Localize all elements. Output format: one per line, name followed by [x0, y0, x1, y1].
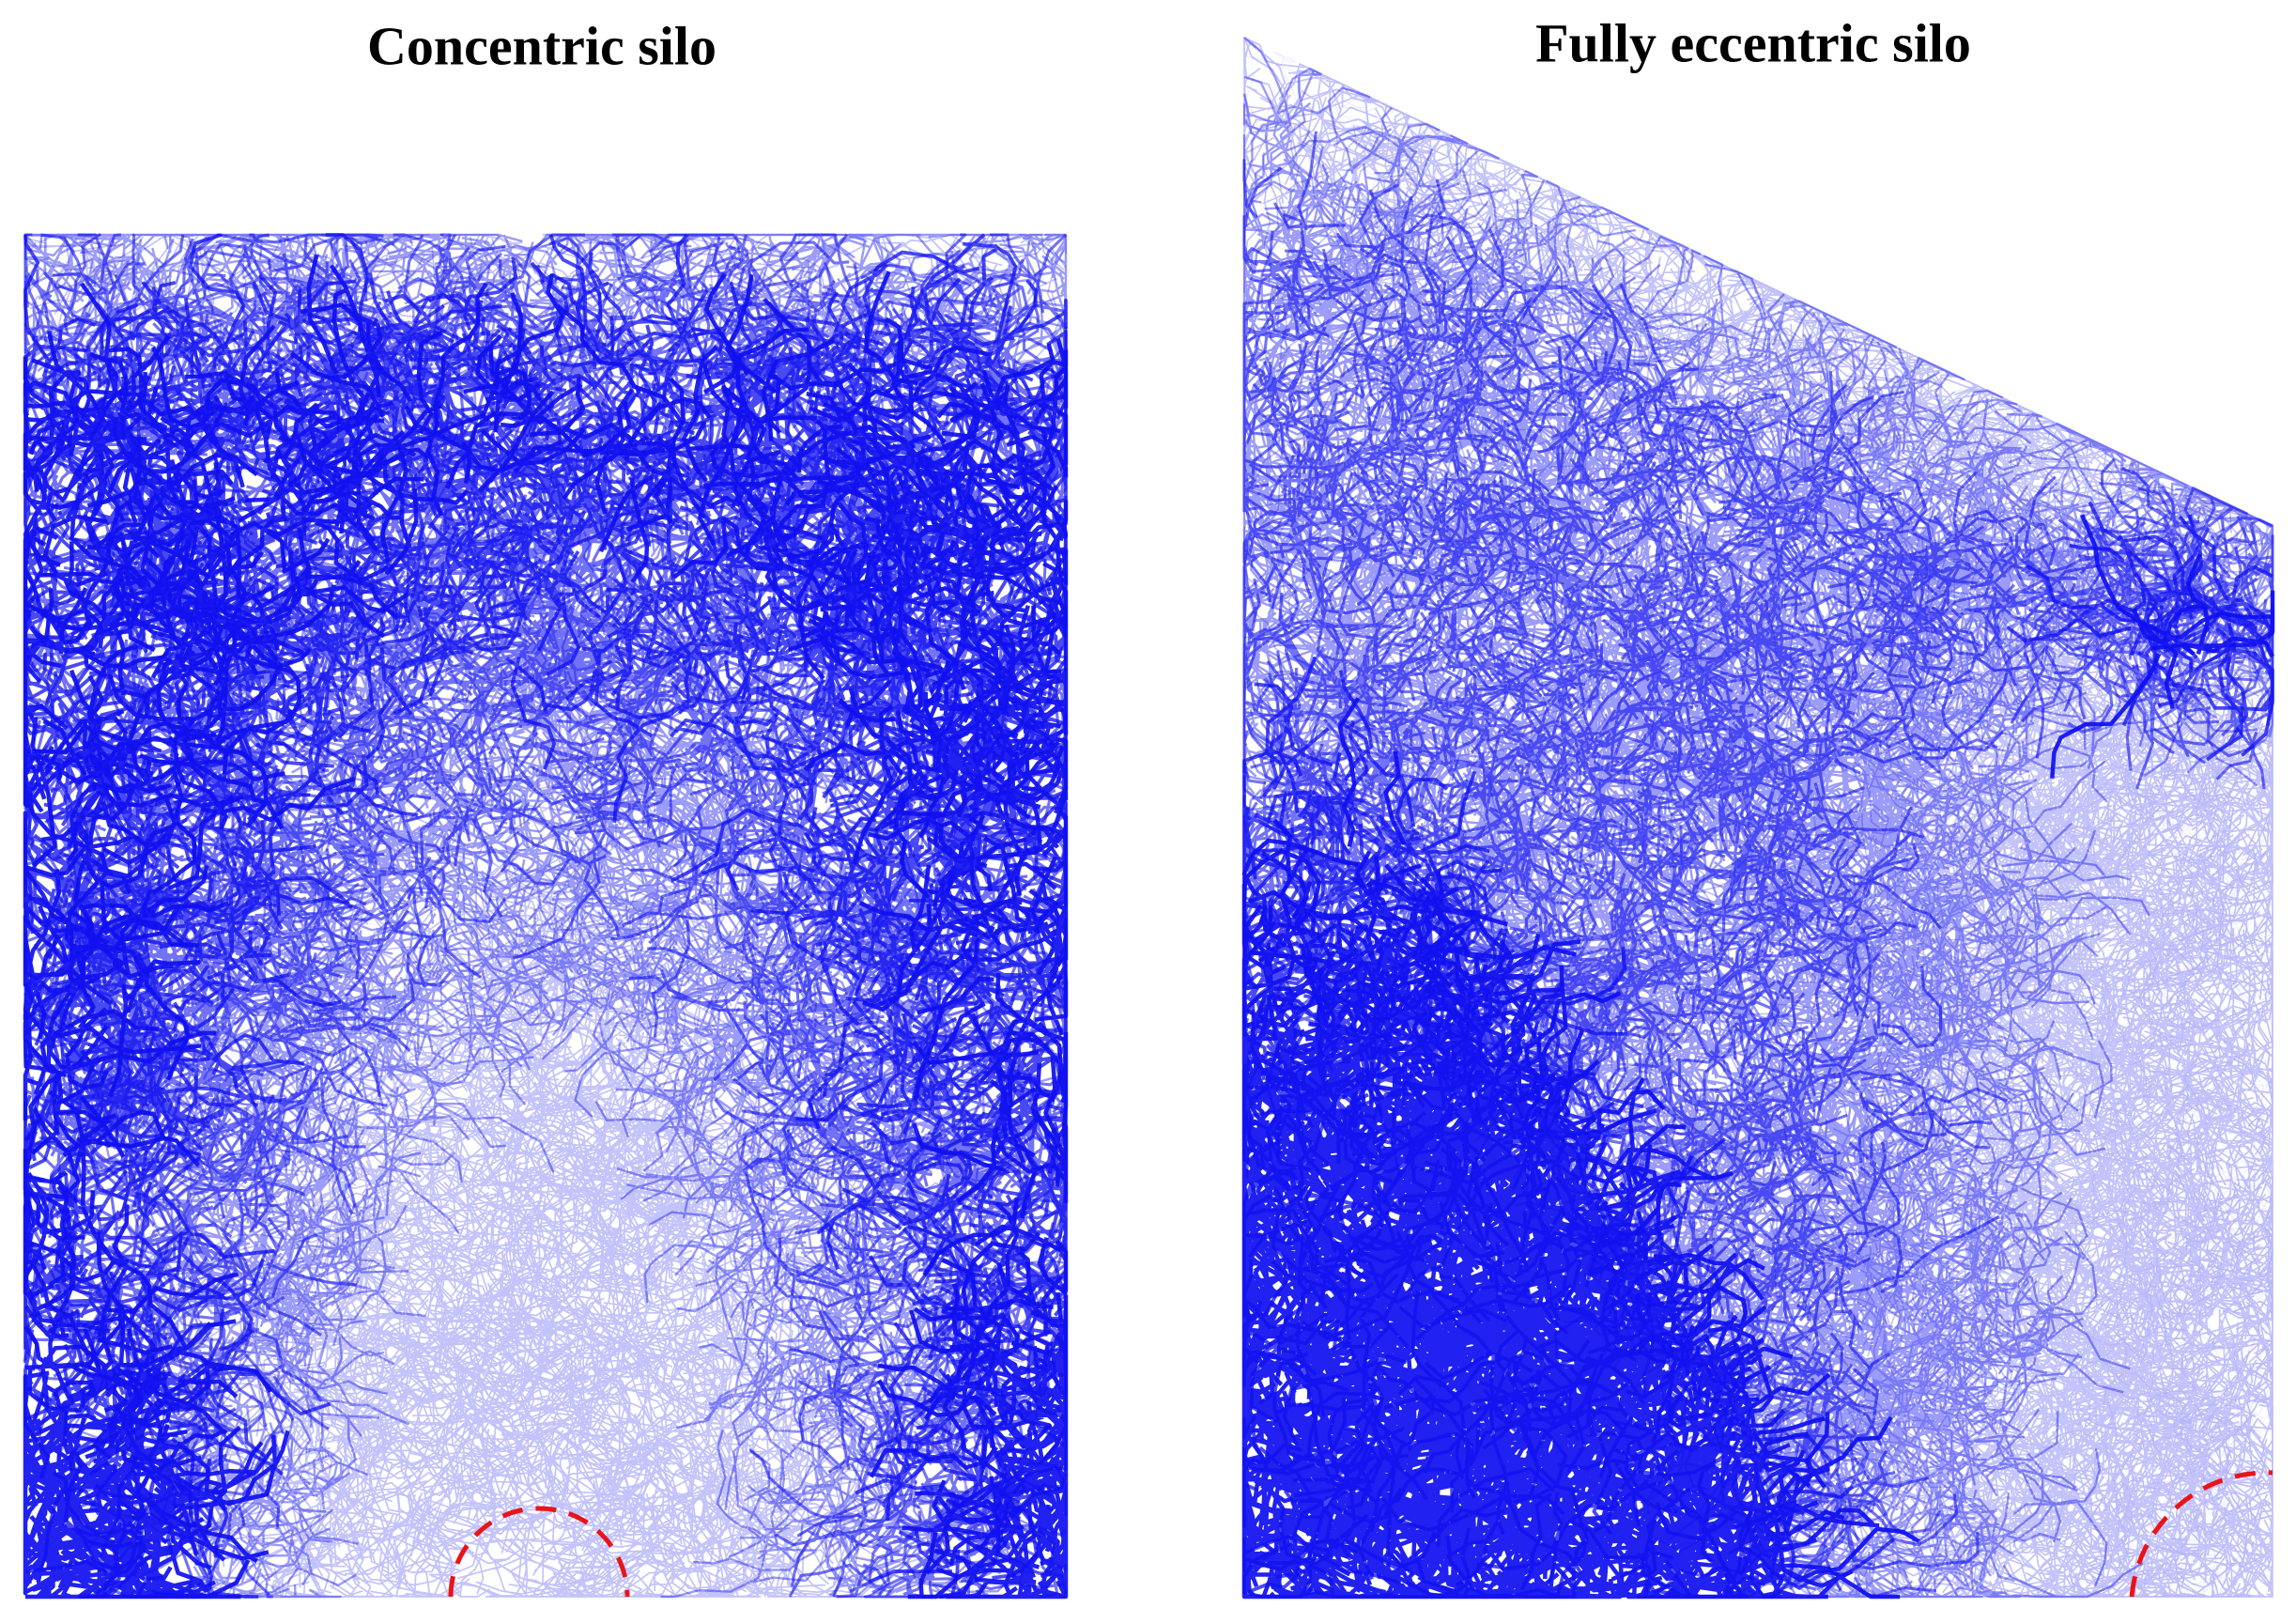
force-chains: [1244, 51, 2273, 1598]
panel-title: Fully eccentric silo: [1535, 12, 1971, 73]
outlet-marker: [448, 1506, 630, 1598]
force-chains: [24, 234, 1067, 1598]
force-chains: [1241, 514, 2275, 1600]
concentric-panel: [23, 233, 1069, 1600]
force-chains: [23, 254, 1069, 1600]
eccentric-panel: [1241, 37, 2275, 1600]
outlet-marker: [2129, 1470, 2273, 1598]
panel-title: Concentric silo: [367, 15, 717, 76]
force-chains: [1243, 37, 2273, 1598]
